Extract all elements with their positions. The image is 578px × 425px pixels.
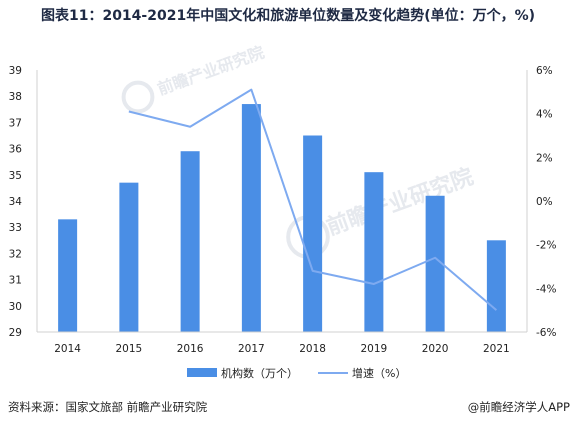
- chart-title: 图表11：2014-2021年中国文化和旅游单位数量及变化趋势(单位：万个，%): [40, 8, 536, 24]
- legend-label-bar: 机构数（万个）: [221, 366, 298, 380]
- bar: [486, 240, 506, 332]
- bar: [58, 219, 78, 332]
- bar: [241, 104, 261, 332]
- y-tick-label-left: 33: [9, 222, 22, 234]
- y-tick-label-left: 32: [9, 248, 22, 260]
- y-tick-label-left: 29: [9, 327, 22, 339]
- x-tick-label: 2016: [177, 343, 204, 355]
- bar: [119, 182, 139, 332]
- watermark-logo-icon: [121, 80, 155, 114]
- y-tick-label-right: 6%: [536, 65, 553, 77]
- x-tick-label: 2017: [238, 343, 265, 355]
- source-note: 资料来源：国家文旅部 前瞻产业研究院: [8, 400, 208, 414]
- x-tick-label: 2014: [54, 343, 81, 355]
- watermark-text: 前瞻产业研究院: [323, 164, 477, 241]
- y-tick-label-right: -4%: [536, 283, 556, 295]
- y-tick-label-right: 2%: [536, 152, 553, 164]
- legend-label-line: 增速（%）: [352, 366, 406, 380]
- bar: [303, 135, 323, 332]
- y-tick-label-right: 0%: [536, 196, 553, 208]
- x-tick-label: 2015: [116, 343, 143, 355]
- legend-swatch-bar: [187, 368, 217, 377]
- y-tick-label-left: 36: [9, 144, 23, 156]
- y-tick-label-left: 37: [9, 117, 22, 129]
- x-tick-label: 2019: [361, 343, 388, 355]
- x-tick-label: 2020: [422, 343, 449, 355]
- y-tick-label-left: 35: [9, 170, 22, 182]
- x-tick-label: 2021: [483, 343, 510, 355]
- y-tick-label-right: -2%: [536, 240, 556, 252]
- bar: [364, 172, 384, 332]
- x-tick-label: 2018: [299, 343, 326, 355]
- bar: [425, 195, 445, 332]
- y-tick-label-left: 30: [9, 301, 22, 313]
- y-tick-label-left: 31: [9, 275, 22, 287]
- bar: [180, 151, 200, 332]
- credit-note: @前瞻经济学人APP: [467, 400, 570, 414]
- y-tick-label-right: 4%: [536, 109, 553, 121]
- y-tick-label-right: -6%: [536, 327, 556, 339]
- y-tick-label-left: 38: [9, 91, 22, 103]
- y-tick-label-left: 34: [9, 196, 23, 208]
- y-tick-label-left: 39: [9, 65, 22, 77]
